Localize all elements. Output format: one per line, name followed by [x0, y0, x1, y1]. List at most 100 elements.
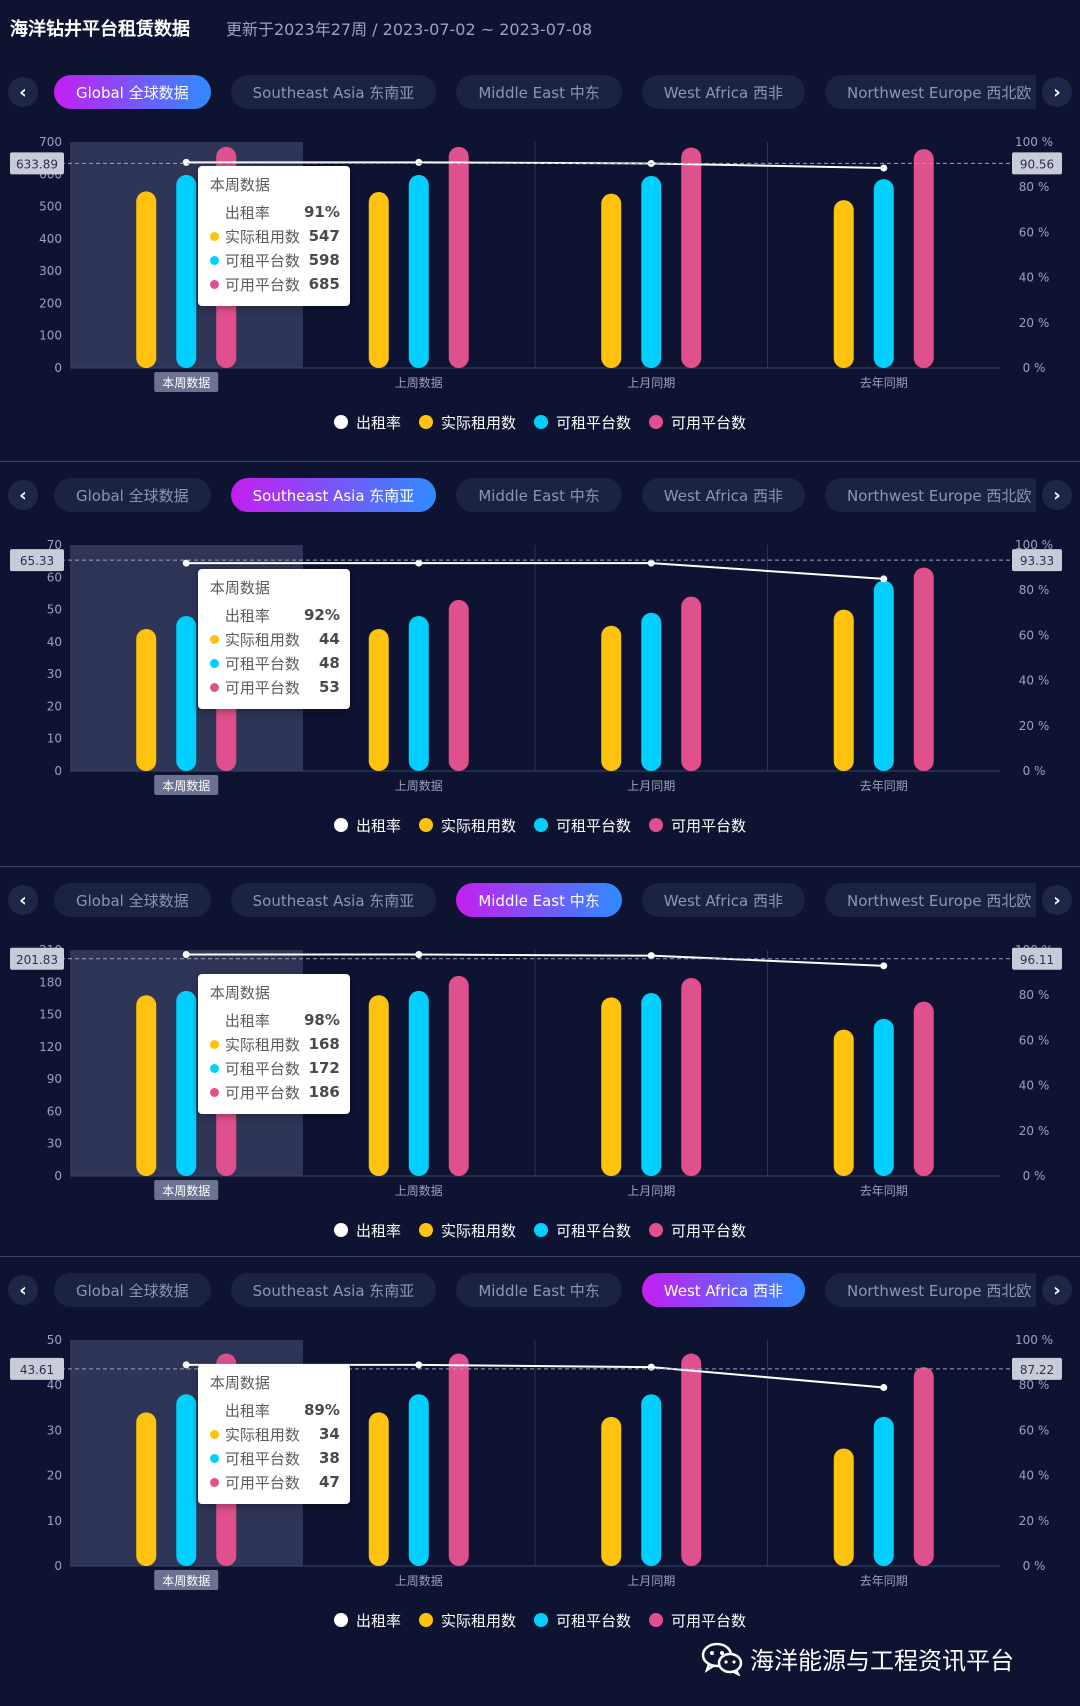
chevron-left-icon[interactable]: ‹: [8, 885, 38, 915]
bar-actual[interactable]: [136, 995, 157, 1176]
region-tab[interactable]: Global 全球数据: [54, 75, 211, 109]
bar-available[interactable]: [913, 567, 934, 771]
region-tab[interactable]: Global 全球数据: [54, 883, 211, 917]
bar-available[interactable]: [448, 975, 469, 1176]
bar-actual[interactable]: [601, 193, 622, 368]
rate-point[interactable]: [415, 1361, 423, 1369]
rate-point[interactable]: [880, 962, 888, 970]
chevron-right-icon[interactable]: ›: [1042, 885, 1072, 915]
rate-point[interactable]: [415, 158, 423, 166]
legend-item[interactable]: 可租平台数: [534, 412, 631, 433]
legend-item[interactable]: 实际租用数: [418, 815, 516, 836]
legend-item[interactable]: 可租平台数: [534, 1610, 631, 1631]
chevron-left-icon[interactable]: ‹: [8, 1275, 38, 1305]
bar-actual[interactable]: [833, 1448, 854, 1566]
bar-actual[interactable]: [368, 192, 389, 368]
bar-rentable[interactable]: [408, 1394, 429, 1566]
legend-item[interactable]: 可用平台数: [649, 1610, 746, 1631]
bar-rentable[interactable]: [408, 990, 429, 1176]
region-tab[interactable]: West Africa 西非: [641, 478, 805, 512]
bar-rentable[interactable]: [641, 612, 662, 771]
rate-point[interactable]: [647, 952, 655, 960]
region-tab[interactable]: Middle East 中东: [456, 75, 622, 109]
legend-item[interactable]: 可租平台数: [534, 1220, 631, 1241]
bar-rentable[interactable]: [176, 990, 197, 1176]
rate-point[interactable]: [880, 1383, 888, 1391]
bar-rentable[interactable]: [873, 580, 894, 771]
bar-available[interactable]: [448, 1353, 469, 1566]
chevron-right-icon[interactable]: ›: [1042, 77, 1072, 107]
bar-available[interactable]: [681, 596, 702, 771]
bar-available[interactable]: [681, 977, 702, 1176]
region-tab[interactable]: Southeast Asia 东南亚: [230, 75, 437, 109]
legend-item[interactable]: 可用平台数: [649, 412, 746, 433]
region-tab[interactable]: West Africa 西非: [641, 1273, 805, 1307]
bar-available[interactable]: [448, 599, 469, 771]
legend-item[interactable]: 出租率: [333, 1220, 401, 1241]
region-tab[interactable]: Global 全球数据: [54, 478, 211, 512]
bar-available[interactable]: [913, 1001, 934, 1176]
bar-rentable[interactable]: [873, 1018, 894, 1176]
bar-available[interactable]: [913, 149, 934, 368]
bar-rentable[interactable]: [408, 174, 429, 368]
bar-available[interactable]: [913, 1367, 934, 1566]
chevron-left-icon[interactable]: ‹: [8, 480, 38, 510]
legend-item[interactable]: 出租率: [333, 412, 401, 433]
bar-available[interactable]: [681, 1353, 702, 1566]
bar-actual[interactable]: [833, 1029, 854, 1176]
rate-point[interactable]: [415, 951, 423, 959]
region-tab[interactable]: West Africa 西非: [641, 883, 805, 917]
chevron-left-icon[interactable]: ‹: [8, 77, 38, 107]
rate-point[interactable]: [647, 1363, 655, 1371]
rate-point[interactable]: [182, 951, 190, 959]
rate-point[interactable]: [182, 559, 190, 567]
bar-actual[interactable]: [601, 625, 622, 771]
bar-available[interactable]: [681, 147, 702, 368]
rate-point[interactable]: [182, 1361, 190, 1369]
bar-available[interactable]: [448, 146, 469, 368]
region-tab[interactable]: Northwest Europe 西北欧: [824, 75, 1036, 109]
bar-actual[interactable]: [601, 997, 622, 1176]
bar-actual[interactable]: [368, 628, 389, 771]
bar-rentable[interactable]: [873, 1416, 894, 1566]
rate-point[interactable]: [880, 164, 888, 172]
legend-item[interactable]: 出租率: [333, 1610, 401, 1631]
legend-item[interactable]: 实际租用数: [418, 1610, 516, 1631]
bar-rentable[interactable]: [176, 174, 197, 368]
region-tab[interactable]: Global 全球数据: [54, 1273, 211, 1307]
rate-point[interactable]: [182, 158, 190, 166]
rate-point[interactable]: [880, 575, 888, 583]
legend-item[interactable]: 实际租用数: [418, 1220, 516, 1241]
legend-item[interactable]: 可租平台数: [534, 815, 631, 836]
region-tab[interactable]: Southeast Asia 东南亚: [230, 478, 437, 512]
bar-actual[interactable]: [136, 1412, 157, 1566]
region-tab[interactable]: Southeast Asia 东南亚: [230, 883, 437, 917]
bar-rentable[interactable]: [641, 175, 662, 368]
bar-rentable[interactable]: [176, 1394, 197, 1566]
rate-point[interactable]: [415, 559, 423, 567]
region-tab[interactable]: Northwest Europe 西北欧: [824, 1273, 1036, 1307]
region-tab[interactable]: Middle East 中东: [456, 883, 622, 917]
bar-actual[interactable]: [368, 995, 389, 1176]
region-tab[interactable]: Middle East 中东: [456, 1273, 622, 1307]
region-tab[interactable]: Southeast Asia 东南亚: [230, 1273, 437, 1307]
chevron-right-icon[interactable]: ›: [1042, 480, 1072, 510]
bar-actual[interactable]: [833, 609, 854, 771]
region-tab[interactable]: Middle East 中东: [456, 478, 622, 512]
region-tab[interactable]: Northwest Europe 西北欧: [824, 478, 1036, 512]
bar-rentable[interactable]: [408, 616, 429, 771]
bar-actual[interactable]: [368, 1412, 389, 1566]
legend-item[interactable]: 出租率: [333, 815, 401, 836]
region-tab[interactable]: West Africa 西非: [641, 75, 805, 109]
bar-rentable[interactable]: [641, 993, 662, 1176]
legend-item[interactable]: 可用平台数: [649, 1220, 746, 1241]
region-tab[interactable]: Northwest Europe 西北欧: [824, 883, 1036, 917]
legend-item[interactable]: 可用平台数: [649, 815, 746, 836]
bar-rentable[interactable]: [641, 1394, 662, 1566]
bar-rentable[interactable]: [176, 616, 197, 771]
bar-actual[interactable]: [136, 628, 157, 771]
bar-actual[interactable]: [136, 191, 157, 368]
chevron-right-icon[interactable]: ›: [1042, 1275, 1072, 1305]
bar-rentable[interactable]: [873, 179, 894, 368]
rate-point[interactable]: [647, 559, 655, 567]
